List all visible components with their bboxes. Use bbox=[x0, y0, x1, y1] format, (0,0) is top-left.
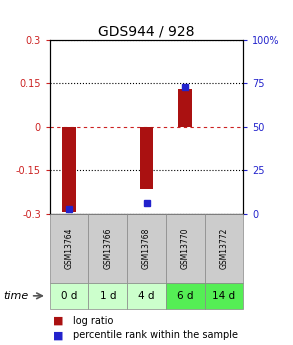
Text: ■: ■ bbox=[53, 331, 63, 340]
Text: 4 d: 4 d bbox=[138, 291, 155, 301]
Text: 0 d: 0 d bbox=[61, 291, 77, 301]
Text: 14 d: 14 d bbox=[212, 291, 235, 301]
Text: log ratio: log ratio bbox=[73, 316, 114, 326]
Text: time: time bbox=[3, 291, 28, 301]
Text: GSM13770: GSM13770 bbox=[181, 228, 190, 269]
Text: percentile rank within the sample: percentile rank within the sample bbox=[73, 331, 238, 340]
Text: GSM13764: GSM13764 bbox=[65, 228, 74, 269]
Bar bbox=[62, 127, 76, 213]
Text: ■: ■ bbox=[53, 316, 63, 326]
Text: 1 d: 1 d bbox=[100, 291, 116, 301]
Text: 6 d: 6 d bbox=[177, 291, 193, 301]
Bar bbox=[140, 127, 153, 189]
Text: GSM13766: GSM13766 bbox=[103, 228, 112, 269]
Text: GSM13772: GSM13772 bbox=[219, 228, 228, 269]
Text: GSM13768: GSM13768 bbox=[142, 228, 151, 269]
Title: GDS944 / 928: GDS944 / 928 bbox=[98, 24, 195, 39]
Bar bbox=[178, 89, 192, 127]
